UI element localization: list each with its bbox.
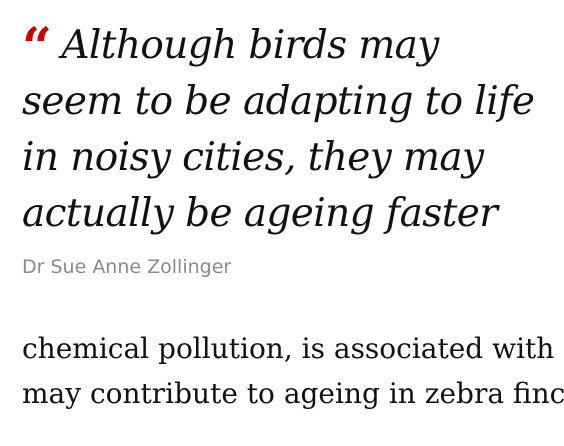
pull-quote: “Although birds may seem to be adapting … (22, 18, 564, 242)
quote-line-1-text: Although birds may (61, 23, 439, 68)
quote-text: “Although birds may seem to be adapting … (22, 18, 564, 242)
quote-mark-icon: “ (22, 17, 52, 78)
article-line-2: may contribute to ageing in zebra finche… (22, 377, 564, 410)
quote-attribution: Dr Sue Anne Zollinger (22, 256, 232, 278)
quote-line-3: in noisy cities, they may (22, 135, 484, 180)
quote-line-1: “Although birds may (22, 17, 564, 78)
quote-line-2: seem to be adapting to life (22, 79, 535, 124)
article-body: chemical pollution, is associated with m… (22, 326, 564, 416)
quote-line-4: actually be ageing faster (22, 191, 498, 236)
article-line-1: chemical pollution, is associated with (22, 332, 555, 365)
